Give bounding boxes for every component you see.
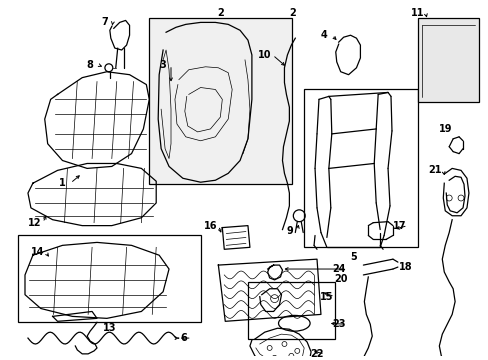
Bar xyxy=(304,90,417,247)
Text: 14: 14 xyxy=(31,247,44,257)
Bar xyxy=(18,235,200,322)
Text: 20: 20 xyxy=(333,274,347,284)
Bar xyxy=(417,18,478,102)
Text: 13: 13 xyxy=(103,323,116,333)
Text: 8: 8 xyxy=(86,60,93,70)
Text: 22: 22 xyxy=(309,349,323,359)
Text: 24: 24 xyxy=(331,264,345,274)
Text: 17: 17 xyxy=(392,221,406,231)
Text: 10: 10 xyxy=(258,50,271,60)
Text: 18: 18 xyxy=(398,262,412,272)
Text: 23: 23 xyxy=(331,319,345,329)
Text: 7: 7 xyxy=(102,17,108,27)
Text: 2: 2 xyxy=(288,8,295,18)
Text: 9: 9 xyxy=(285,226,292,235)
Text: 4: 4 xyxy=(320,30,326,40)
Text: 12: 12 xyxy=(28,218,41,228)
Text: 11: 11 xyxy=(410,8,424,18)
Text: 21: 21 xyxy=(428,165,441,175)
Text: 6: 6 xyxy=(180,333,187,343)
Text: 19: 19 xyxy=(438,124,451,134)
Bar xyxy=(247,282,334,339)
Text: 5: 5 xyxy=(349,252,356,262)
Text: 3: 3 xyxy=(160,60,166,70)
Text: 2: 2 xyxy=(217,8,223,18)
Bar xyxy=(149,18,292,184)
Text: 16: 16 xyxy=(203,221,217,231)
Text: 15: 15 xyxy=(320,292,333,302)
Text: 1: 1 xyxy=(59,178,66,188)
